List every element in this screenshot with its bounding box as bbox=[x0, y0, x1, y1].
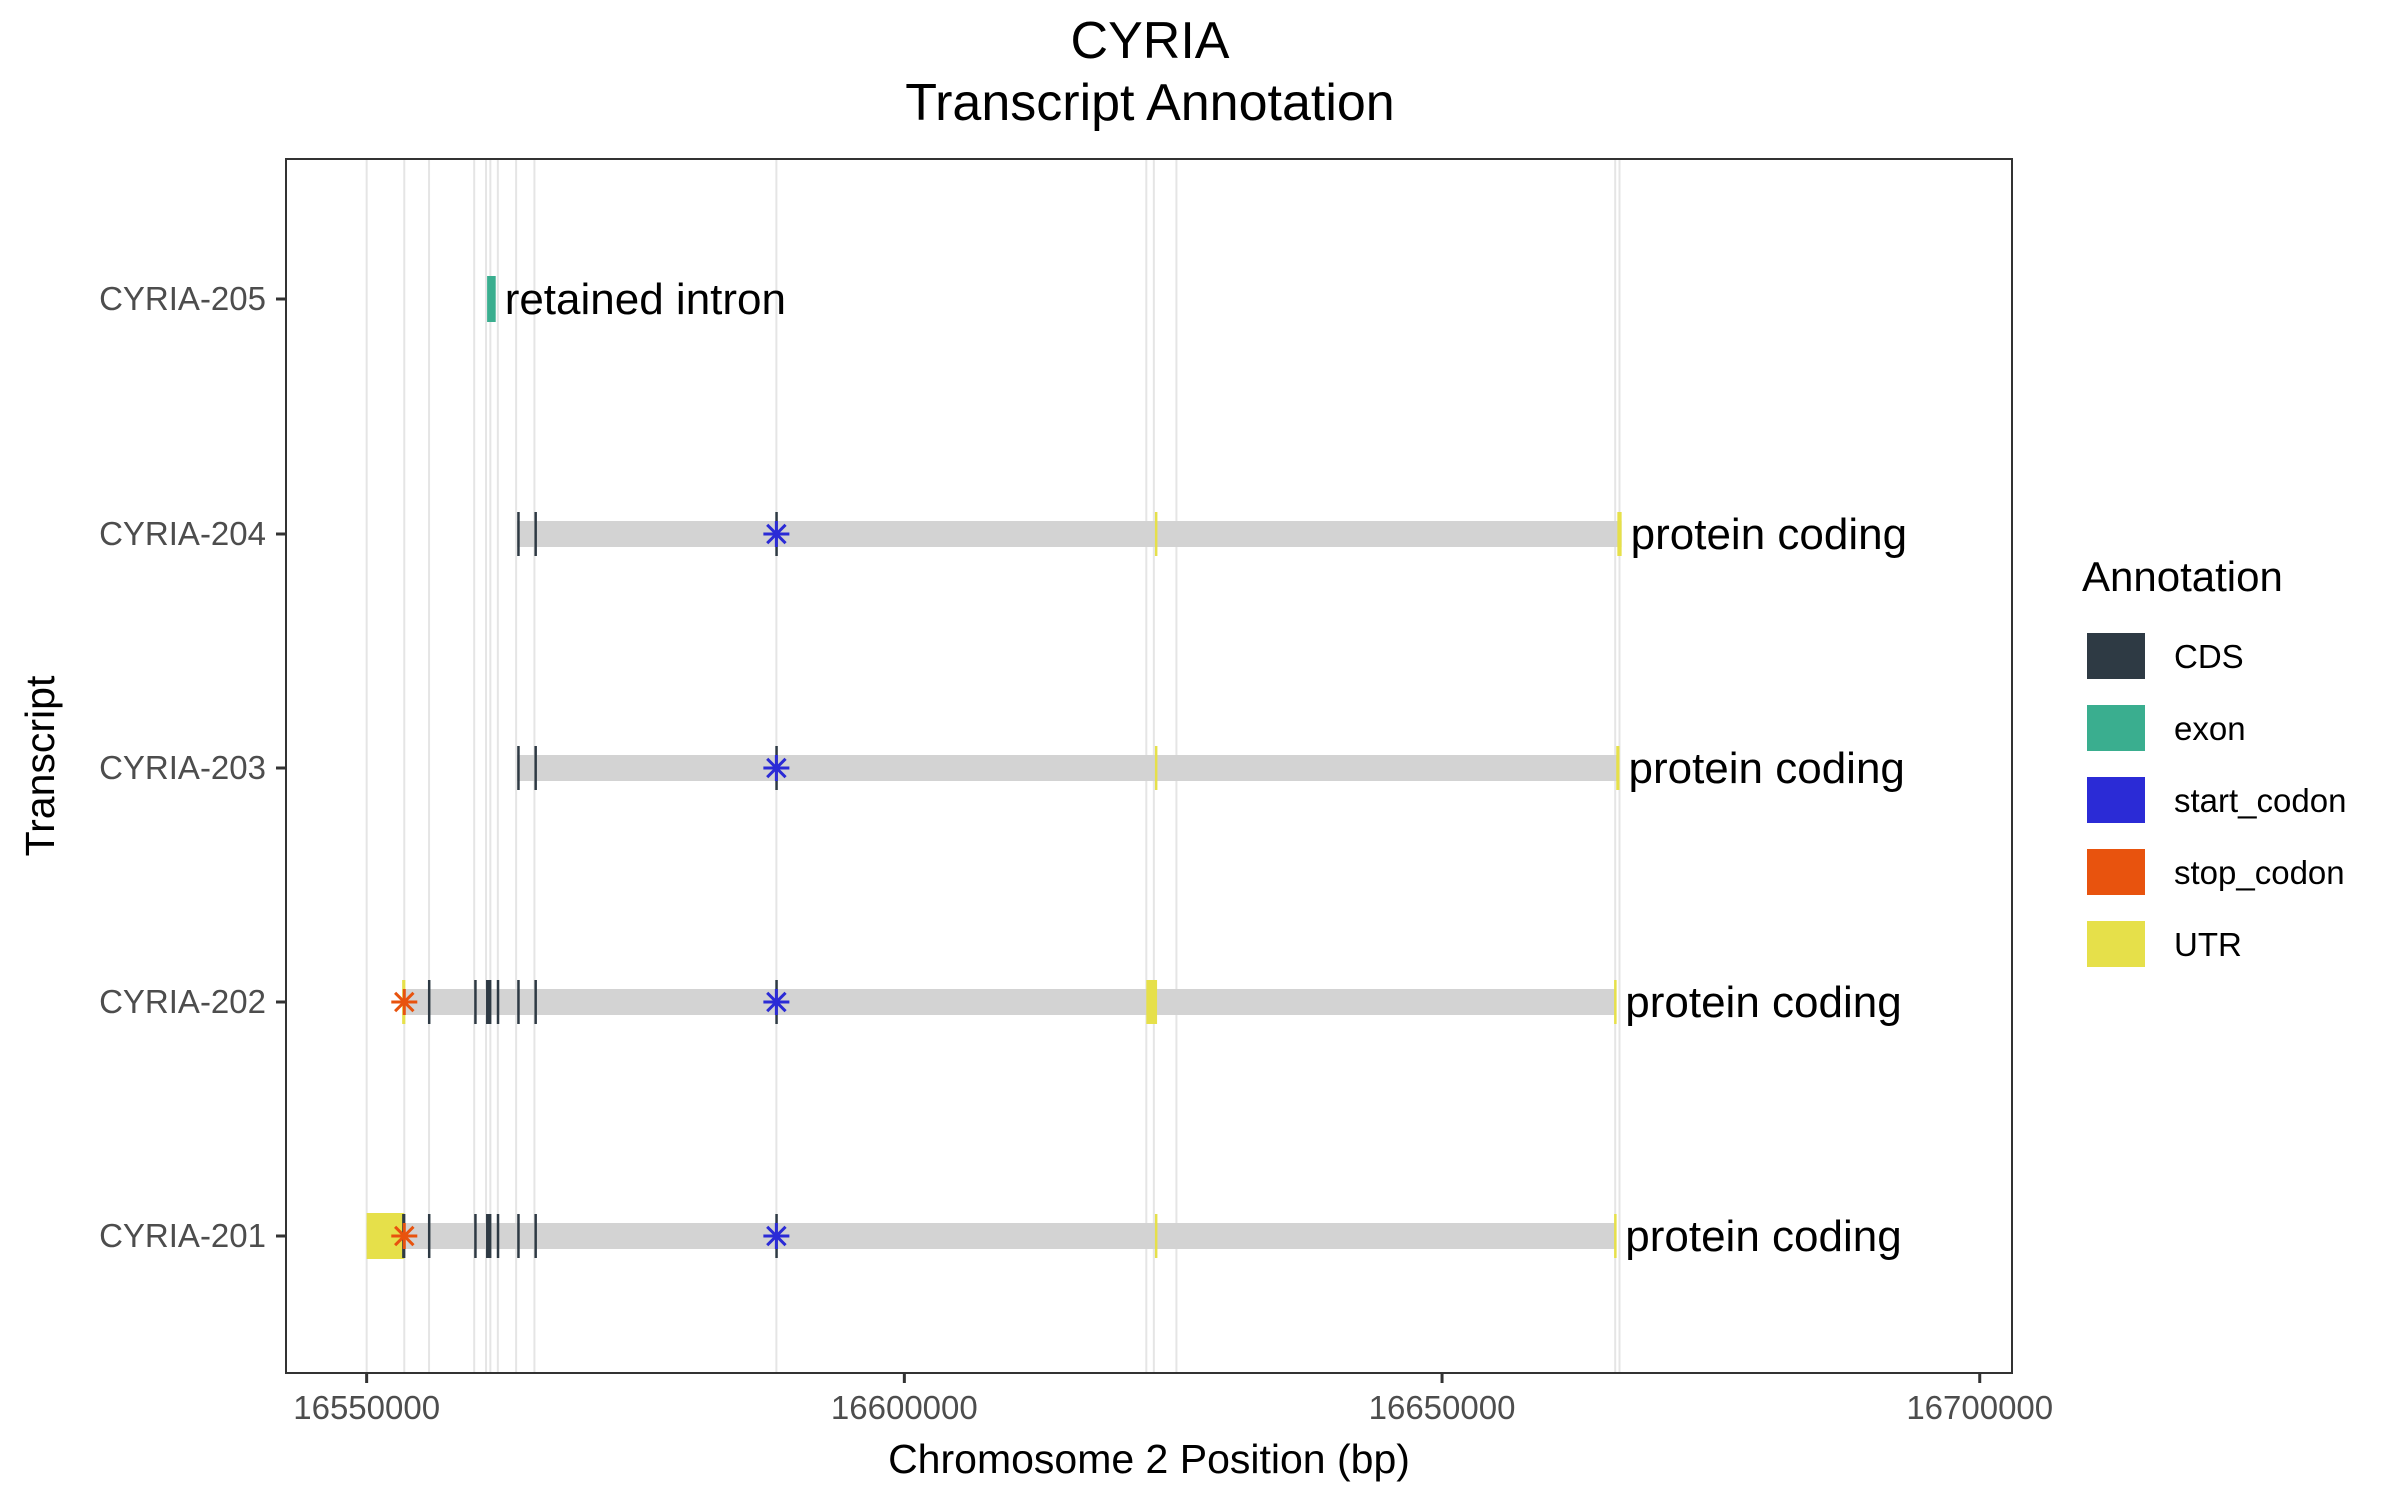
transcript-bar bbox=[366, 1223, 1617, 1249]
legend-title: Annotation bbox=[2082, 553, 2283, 600]
biotype-label: protein coding bbox=[1625, 978, 1901, 1027]
transcript-bar bbox=[402, 989, 1617, 1015]
x-axis-title: Chromosome 2 Position (bp) bbox=[888, 1436, 1410, 1482]
feature-cds bbox=[517, 746, 520, 790]
feature-exon bbox=[487, 276, 496, 322]
x-tick-label: 16650000 bbox=[1369, 1389, 1516, 1426]
chart-title: CYRIA bbox=[1071, 12, 1230, 70]
marker-start-codon bbox=[763, 1223, 790, 1249]
x-tick-label: 16600000 bbox=[831, 1389, 978, 1426]
feature-cds bbox=[534, 746, 537, 790]
marker-start-codon bbox=[763, 521, 790, 547]
feature-utr bbox=[1614, 980, 1617, 1024]
feature-cds bbox=[474, 980, 477, 1024]
legend-item-exon: exon bbox=[2087, 705, 2246, 751]
feature-cds bbox=[534, 980, 537, 1024]
y-tick-label: CYRIA-203 bbox=[99, 749, 266, 786]
marker-start-codon bbox=[763, 989, 790, 1015]
y-tick-label: CYRIA-202 bbox=[99, 983, 266, 1020]
transcript-track-cyria-202: protein coding bbox=[391, 978, 1902, 1027]
legend-swatch bbox=[2087, 777, 2145, 823]
feature-utr bbox=[1146, 980, 1158, 1024]
chart-subtitle: Transcript Annotation bbox=[905, 74, 1394, 132]
feature-cds bbox=[517, 512, 520, 556]
feature-cds bbox=[486, 1214, 492, 1258]
legend-item-cds: CDS bbox=[2087, 633, 2244, 679]
feature-utr bbox=[1154, 746, 1158, 790]
y-tick-label: CYRIA-204 bbox=[99, 515, 266, 552]
feature-cds bbox=[517, 1214, 520, 1258]
feature-utr bbox=[1154, 1214, 1158, 1258]
legend-swatch bbox=[2087, 921, 2145, 967]
biotype-label: protein coding bbox=[1625, 1212, 1901, 1261]
feature-cds bbox=[474, 1214, 477, 1258]
transcript-track-cyria-205: retained intron bbox=[487, 275, 786, 324]
legend-label: start_codon bbox=[2174, 782, 2346, 819]
plot-area: retained intron protein coding protein cod… bbox=[365, 159, 1907, 1373]
y-tick-label: CYRIA-201 bbox=[99, 1217, 266, 1254]
legend-label: UTR bbox=[2174, 926, 2242, 963]
legend-item-stop-codon: stop_codon bbox=[2087, 849, 2345, 895]
feature-cds bbox=[534, 512, 537, 556]
feature-cds bbox=[517, 980, 520, 1024]
feature-utr bbox=[1616, 746, 1620, 790]
axes: CYRIA-205 CYRIA-204 CYRIA-203 CYRIA-202 CYRI… bbox=[99, 280, 2053, 1426]
legend: Annotation CDS exon start_codon stop_codon U… bbox=[2082, 553, 2346, 967]
legend-swatch bbox=[2087, 705, 2145, 751]
feature-cds bbox=[496, 1214, 500, 1258]
transcript-track-cyria-204: protein coding bbox=[517, 510, 1907, 559]
x-tick-label: 16550000 bbox=[293, 1389, 440, 1426]
legend-item-utr: UTR bbox=[2087, 921, 2242, 967]
legend-label: stop_codon bbox=[2174, 854, 2345, 891]
y-tick-label: CYRIA-205 bbox=[99, 280, 266, 317]
transcript-bar bbox=[517, 755, 1620, 781]
transcript-bar bbox=[517, 521, 1622, 547]
transcript-track-cyria-203: protein coding bbox=[517, 744, 1905, 793]
feature-cds bbox=[496, 980, 500, 1024]
biotype-label: protein coding bbox=[1631, 510, 1907, 559]
legend-swatch bbox=[2087, 849, 2145, 895]
feature-cds bbox=[486, 980, 492, 1024]
feature-utr bbox=[1614, 1214, 1617, 1258]
x-tick-label: 16700000 bbox=[1906, 1389, 2053, 1426]
y-axis-title: Transcript bbox=[17, 675, 63, 856]
legend-swatch bbox=[2087, 633, 2145, 679]
marker-stop-codon bbox=[391, 1223, 418, 1249]
feature-utr bbox=[1154, 512, 1158, 556]
feature-cds bbox=[427, 980, 431, 1024]
plot-panel-border bbox=[285, 158, 2013, 1374]
biotype-label: protein coding bbox=[1628, 744, 1904, 793]
legend-label: exon bbox=[2174, 710, 2246, 747]
feature-cds bbox=[427, 1214, 431, 1258]
transcript-track-cyria-201: protein coding bbox=[366, 1212, 1902, 1261]
marker-stop-codon bbox=[391, 989, 418, 1015]
biotype-label: retained intron bbox=[505, 275, 786, 324]
legend-label: CDS bbox=[2174, 638, 2244, 675]
feature-utr bbox=[1617, 512, 1622, 556]
marker-start-codon bbox=[763, 755, 790, 781]
legend-item-start-codon: start_codon bbox=[2087, 777, 2346, 823]
feature-cds bbox=[534, 1214, 537, 1258]
